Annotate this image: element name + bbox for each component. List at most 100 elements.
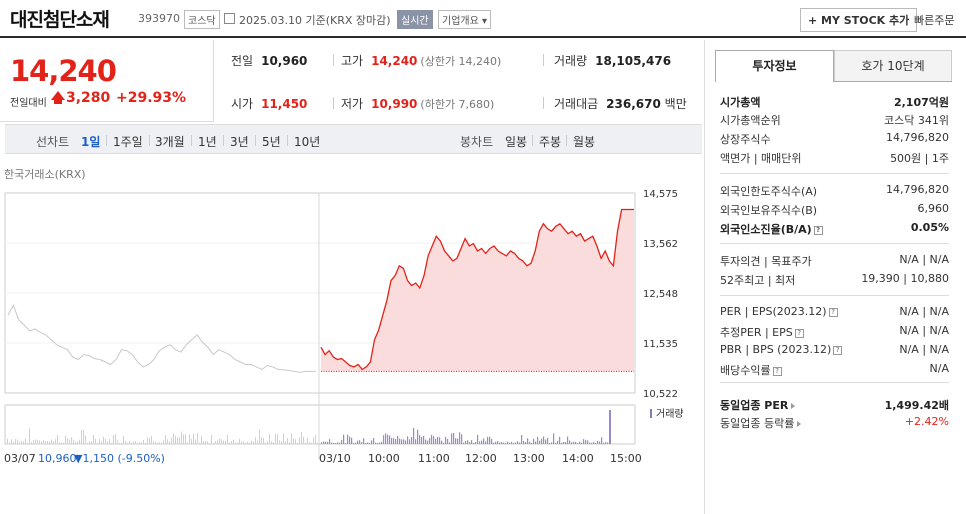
volume-bar-prev bbox=[223, 440, 224, 444]
help-icon[interactable]: ? bbox=[794, 328, 804, 338]
volume-bar-today bbox=[459, 432, 461, 444]
intraday-price-chart[interactable]: 14,575 13,562 12,548 11,535 10,522 거래량 03/10 10… bbox=[0, 180, 700, 470]
volume-bar-prev bbox=[59, 442, 60, 444]
volume-bar-prev bbox=[317, 442, 318, 444]
volume-bar-today bbox=[557, 440, 559, 444]
volume-bar-prev bbox=[33, 440, 34, 444]
volume-bar-today bbox=[595, 442, 597, 444]
period-1d-button[interactable]: 1일 bbox=[81, 135, 101, 149]
help-icon[interactable]: ? bbox=[813, 225, 823, 235]
triangle-right-icon[interactable] bbox=[791, 403, 796, 409]
volume-bar-today bbox=[601, 437, 603, 444]
volume-bar-today bbox=[489, 436, 491, 444]
volume-bar-today bbox=[375, 442, 377, 444]
help-icon[interactable]: ? bbox=[772, 366, 782, 376]
volume-bar-prev bbox=[123, 435, 124, 444]
x-tick-label: 13:00 bbox=[513, 452, 545, 465]
help-icon[interactable]: ? bbox=[828, 307, 838, 317]
volume-bar-prev bbox=[305, 442, 306, 444]
triangle-right-icon[interactable] bbox=[797, 421, 802, 427]
candle-monthly-button[interactable]: 월봉 bbox=[573, 135, 596, 149]
volume-bar-prev bbox=[141, 442, 142, 444]
help-icon[interactable]: ? bbox=[833, 345, 843, 355]
period-1y-button[interactable]: 1년 bbox=[198, 135, 217, 149]
volume-bar-prev bbox=[315, 434, 316, 444]
divider bbox=[720, 295, 949, 296]
volume-bar-prev bbox=[205, 441, 206, 444]
volume-bar-prev bbox=[49, 441, 50, 444]
period-5y-button[interactable]: 5년 bbox=[262, 135, 281, 149]
volume-bar-prev bbox=[61, 442, 62, 444]
volume-bar-prev bbox=[293, 438, 294, 444]
volume-bar-today bbox=[589, 442, 591, 444]
volume-bar-prev bbox=[21, 441, 22, 444]
add-my-stock-button[interactable]: + MY STOCK 추가 bbox=[800, 8, 918, 32]
candle-daily-button[interactable]: 일봉 bbox=[505, 135, 528, 149]
volume-bar-prev bbox=[103, 436, 104, 444]
info-row-value: N/A | N/A bbox=[899, 253, 949, 266]
volume-bar-today bbox=[455, 438, 457, 444]
tab-investment-info[interactable]: 투자정보 bbox=[715, 50, 834, 82]
volume-bar-prev bbox=[157, 442, 158, 444]
volume-bar-today bbox=[523, 440, 525, 444]
divider bbox=[543, 54, 544, 66]
volume-label: 거래량 bbox=[656, 408, 684, 420]
period-10y-button[interactable]: 10년 bbox=[294, 135, 321, 149]
volume-bar-today bbox=[475, 442, 477, 444]
volume-bar-prev bbox=[73, 439, 74, 444]
volume-bar-prev bbox=[155, 441, 156, 444]
volume-bar-today bbox=[559, 436, 561, 444]
volume-bar-prev bbox=[179, 437, 180, 444]
volume-bar-today bbox=[343, 434, 345, 444]
info-row: 시가총액 2,107억원 bbox=[720, 94, 949, 113]
volume-bar-today bbox=[357, 440, 359, 444]
volume-bar-prev bbox=[15, 439, 16, 444]
realtime-button[interactable]: 실시간 bbox=[397, 10, 433, 29]
volume-bar-prev bbox=[29, 428, 30, 444]
volume-bar-today bbox=[535, 441, 537, 444]
period-1w-button[interactable]: 1주일 bbox=[113, 135, 143, 149]
volume-bar-today bbox=[543, 436, 545, 444]
volume-bar-close bbox=[609, 410, 611, 444]
volume-bar-today bbox=[585, 440, 587, 444]
quote-date: 2025.03.10 기준(KRX 장마감) bbox=[239, 14, 391, 27]
company-overview-dropdown[interactable]: 기업개요 ▾ bbox=[438, 10, 491, 29]
volume-bar-prev bbox=[197, 432, 198, 444]
volume-bar-today bbox=[395, 439, 397, 444]
volume-bar-today bbox=[583, 439, 585, 444]
period-3m-button[interactable]: 3개월 bbox=[155, 135, 185, 149]
volume-bar-prev bbox=[175, 435, 176, 444]
candle-weekly-button[interactable]: 주봉 bbox=[539, 135, 562, 149]
info-row-label: 상장주식수 bbox=[720, 133, 771, 146]
volume-bar-prev bbox=[191, 438, 192, 444]
tab-order-book[interactable]: 호가 10단계 bbox=[834, 50, 952, 82]
volume-bar-today bbox=[379, 442, 381, 444]
volume-bar-prev bbox=[207, 441, 208, 444]
info-row-value: N/A | N/A bbox=[899, 343, 949, 356]
volume-bar-prev bbox=[71, 437, 72, 444]
stock-header: 대진첨단소재 393970 코스닥 2025.03.10 기준(KRX 장마감)… bbox=[0, 0, 966, 38]
info-row: PBR | BPS (2023.12)? N/A | N/A bbox=[720, 343, 949, 362]
info-row-value: 500원 | 1주 bbox=[890, 152, 949, 165]
fast-order-link[interactable]: 빠른주문 bbox=[914, 14, 955, 27]
volume-bar-today bbox=[335, 442, 337, 444]
volume-bar-prev bbox=[97, 442, 98, 444]
volume-bar-today bbox=[431, 434, 433, 444]
volume-bar-today bbox=[321, 442, 323, 444]
calendar-icon bbox=[224, 13, 235, 24]
volume-bar-today bbox=[363, 438, 365, 444]
investment-info-panel: 투자정보 호가 10단계 시가총액 2,107억원 시가총액순위 코스닥 341위 상장… bbox=[704, 40, 966, 514]
volume-bar-today bbox=[471, 440, 473, 444]
volume-bar-prev bbox=[129, 440, 130, 444]
volume-bar-today bbox=[541, 438, 543, 444]
volume-bar-today bbox=[367, 442, 369, 444]
volume-bar-today bbox=[465, 441, 467, 444]
divider bbox=[255, 135, 256, 146]
period-3y-button[interactable]: 3년 bbox=[230, 135, 249, 149]
volume-bar-prev bbox=[111, 442, 112, 444]
up-arrow-icon-stem bbox=[54, 100, 62, 104]
volume-bar-today bbox=[441, 440, 443, 444]
volume-bar-prev bbox=[257, 440, 258, 444]
volume-bar-today bbox=[571, 442, 573, 444]
prev-day-price-line bbox=[7, 304, 316, 373]
